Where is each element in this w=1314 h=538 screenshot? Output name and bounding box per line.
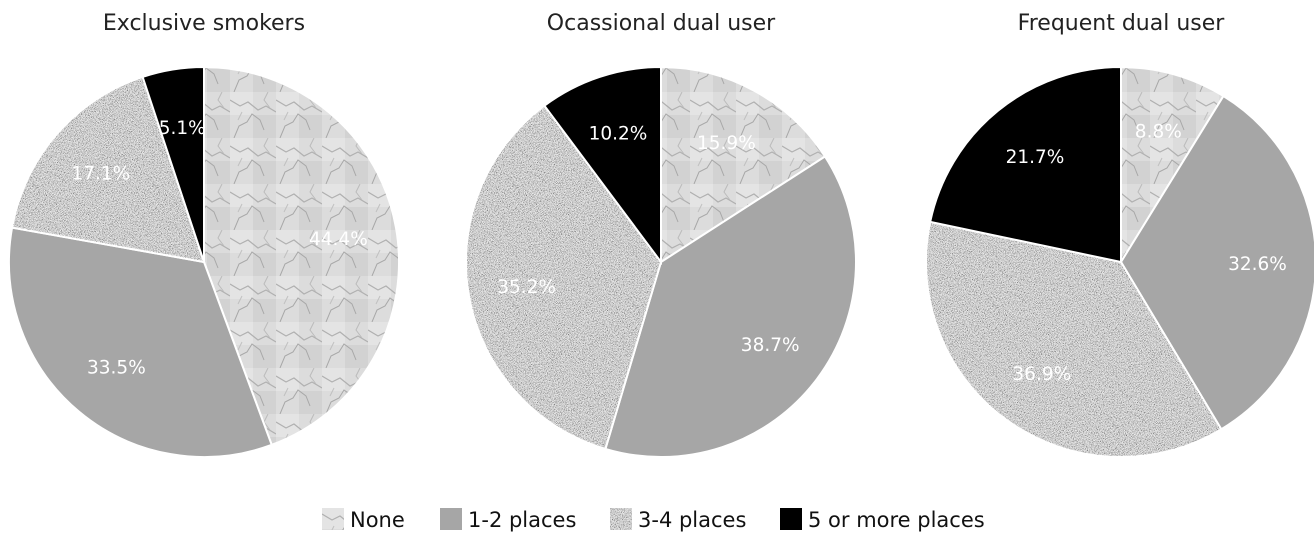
pie-slice-3-4-places bbox=[10, 75, 206, 264]
legend-label: 5 or more places bbox=[808, 508, 985, 532]
pie-chart: Exclusive smokers 44.4% 33.5% 17.1% 5.1% bbox=[8, 11, 400, 459]
pie-data-label: 35.2% bbox=[497, 277, 556, 298]
pie-slice-none bbox=[203, 65, 400, 447]
pie-data-label: 10.2% bbox=[589, 123, 648, 144]
pie-slice-3-4-places bbox=[464, 104, 663, 451]
legend-label: 1-2 places bbox=[468, 508, 576, 532]
legend: None 1-2 places 3-4 places 5 or more places bbox=[322, 508, 985, 532]
legend-swatch bbox=[322, 508, 344, 530]
pie-slice-1-2-places bbox=[1119, 94, 1314, 431]
pie-slice-none bbox=[660, 65, 827, 264]
legend-label: 3-4 places bbox=[638, 508, 746, 532]
pie-slice-5-or-more-places bbox=[928, 65, 1122, 264]
legend-swatch bbox=[610, 508, 632, 530]
pie-data-label: 32.6% bbox=[1228, 254, 1287, 275]
pie-slice-1-2-places bbox=[604, 155, 857, 458]
pie-slice-5-or-more-places bbox=[543, 65, 662, 266]
pie-title: Frequent dual user bbox=[1018, 11, 1226, 36]
legend-swatch bbox=[440, 508, 462, 530]
pie-chart: Ocassional dual user 15.9% 38.7% 35.2% 10.2% bbox=[464, 11, 857, 458]
pie-slice-1-2-places bbox=[8, 226, 274, 459]
pie-title: Ocassional dual user bbox=[547, 11, 776, 36]
pie-data-label: 33.5% bbox=[87, 358, 146, 379]
pie-data-label: 44.4% bbox=[309, 229, 368, 250]
pie-chart: Frequent dual user 8.8% 32.6% 36.9% 21.7% bbox=[925, 11, 1314, 458]
pie-data-label: 8.8% bbox=[1135, 122, 1182, 143]
pie-slice-none bbox=[1120, 65, 1225, 266]
pie-data-label: 5.1% bbox=[159, 118, 206, 139]
legend-swatch bbox=[780, 508, 802, 530]
pie-data-label: 15.9% bbox=[697, 133, 756, 154]
pie-data-label: 38.7% bbox=[741, 335, 800, 356]
pie-slice-3-4-places bbox=[925, 220, 1223, 458]
legend-label: None bbox=[350, 508, 405, 532]
pie-title: Exclusive smokers bbox=[103, 11, 305, 36]
pie-slice-5-or-more-places bbox=[141, 65, 205, 263]
pie-data-label: 36.9% bbox=[1012, 364, 1071, 385]
pie-data-label: 21.7% bbox=[1006, 147, 1065, 168]
pie-data-label: 17.1% bbox=[71, 164, 130, 185]
